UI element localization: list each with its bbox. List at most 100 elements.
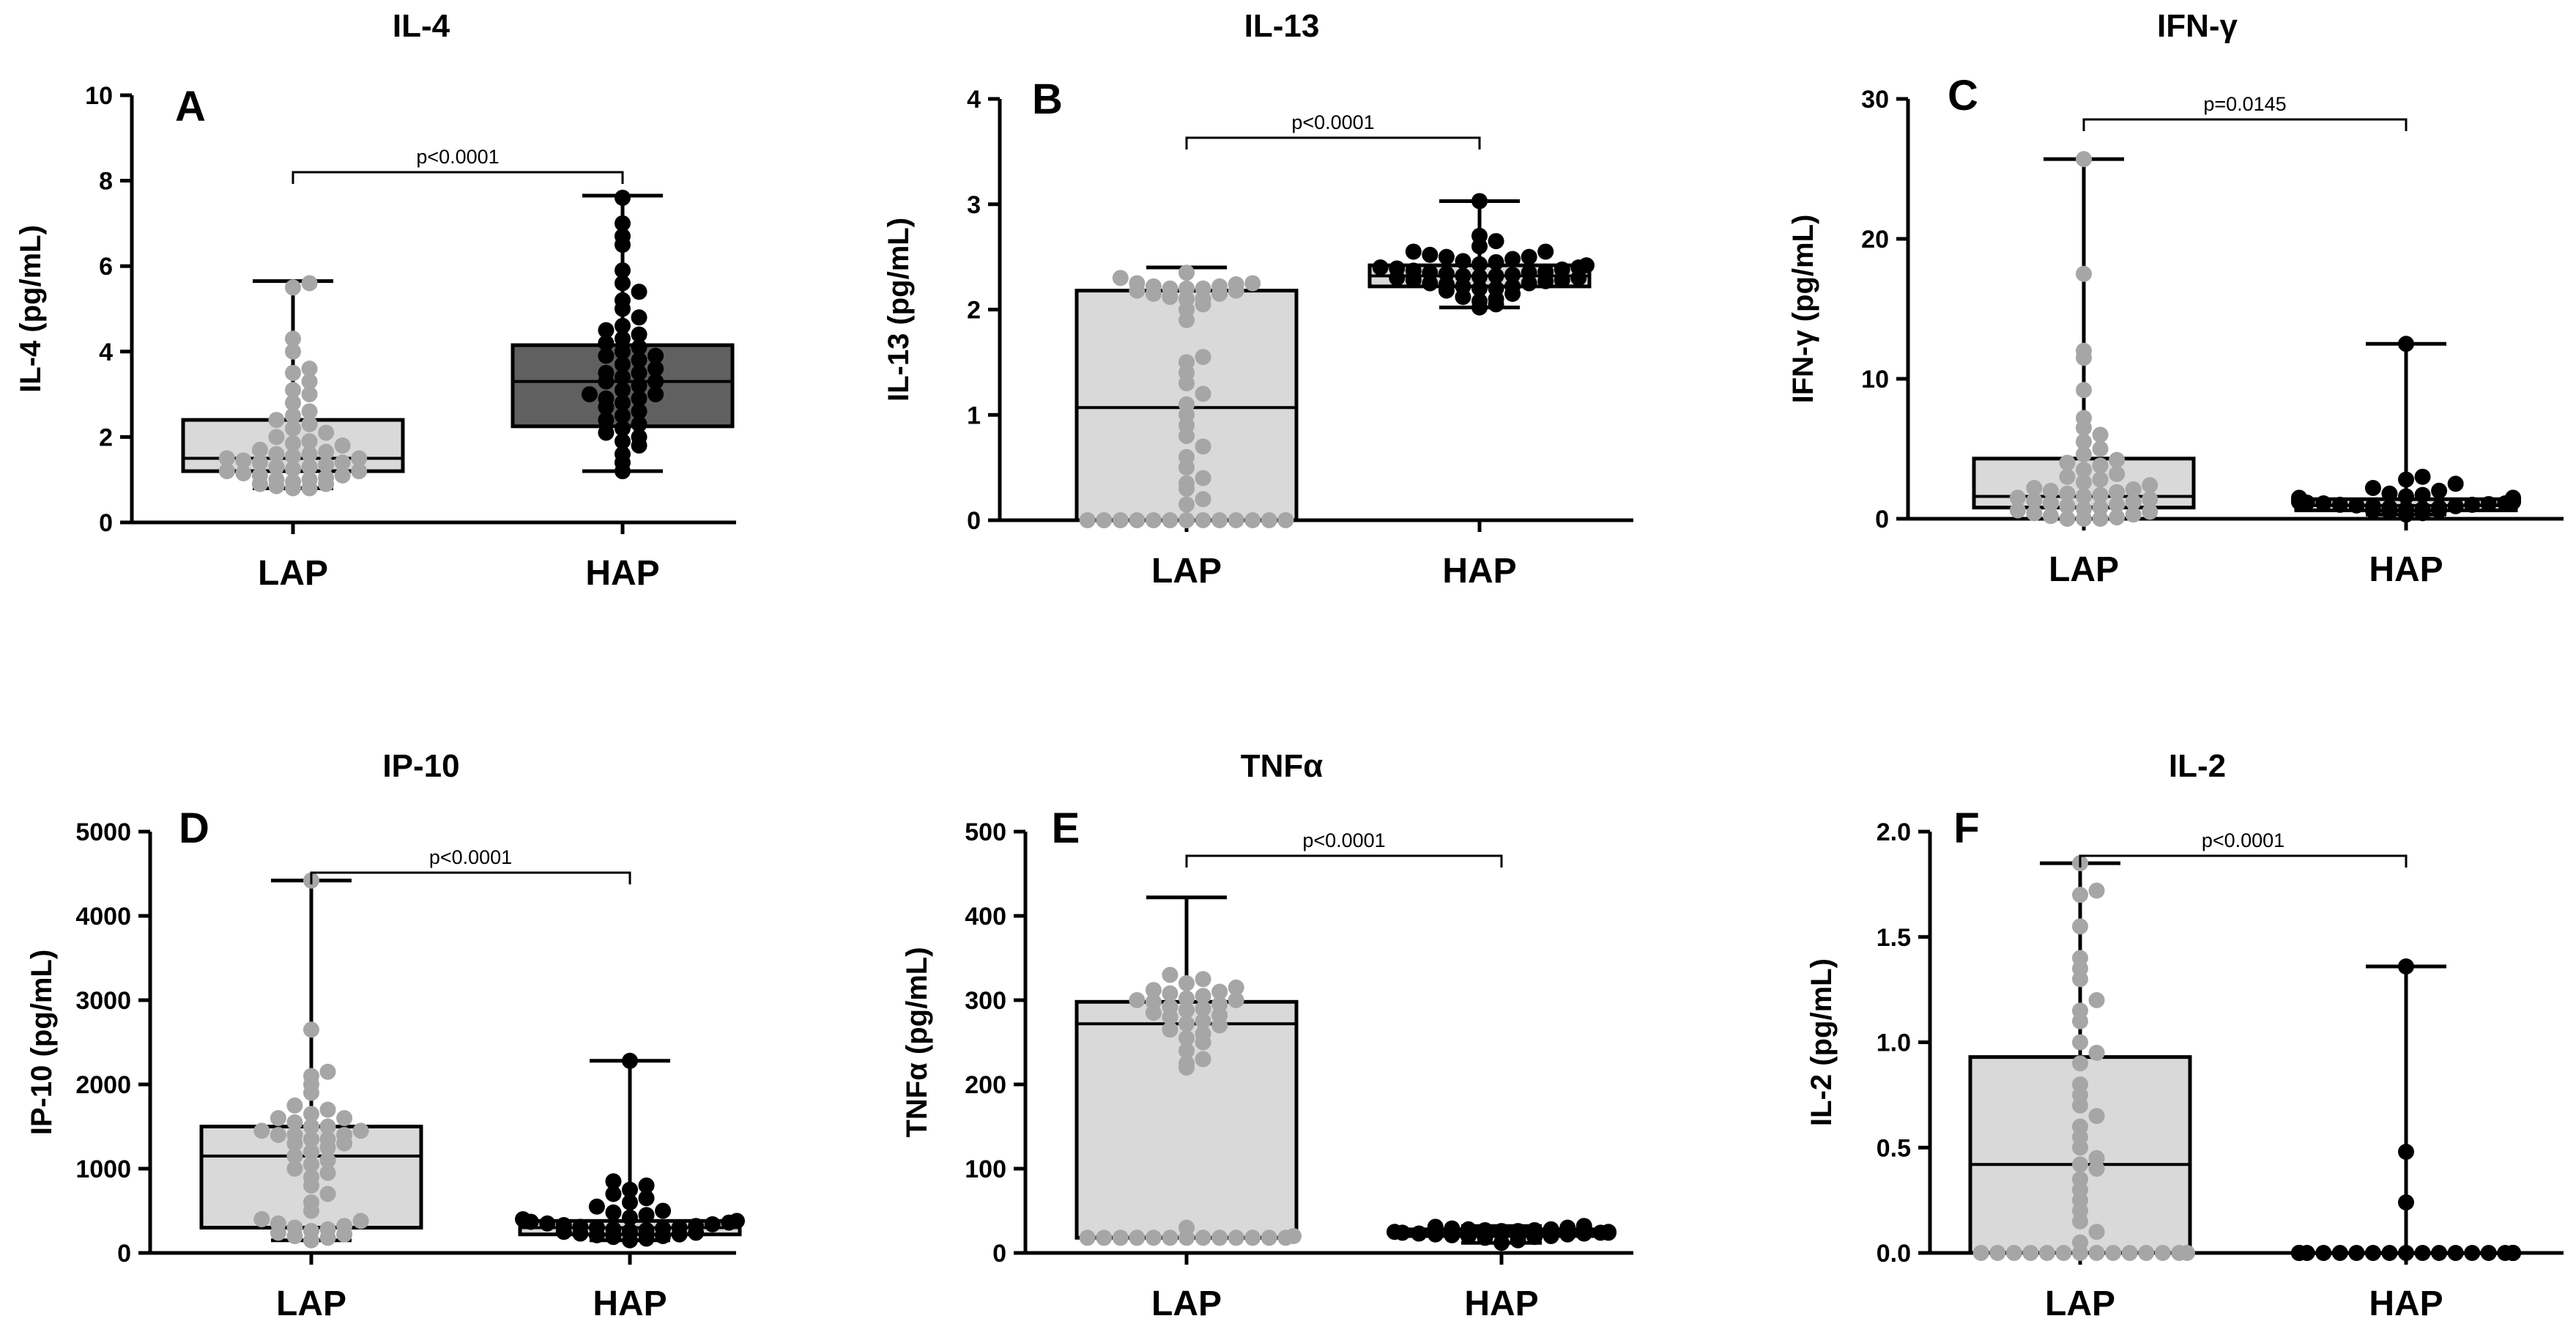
data-point bbox=[1387, 1224, 1403, 1240]
y-tick-label: 0 bbox=[99, 509, 113, 537]
data-point bbox=[303, 1169, 319, 1186]
data-point bbox=[286, 1114, 303, 1131]
data-point bbox=[1162, 985, 1178, 1002]
data-point bbox=[1195, 438, 1211, 455]
data-point bbox=[334, 454, 351, 471]
data-point bbox=[1211, 996, 1228, 1013]
data-point bbox=[1493, 1223, 1510, 1240]
data-point bbox=[319, 1131, 336, 1147]
data-point bbox=[270, 1127, 286, 1143]
data-point bbox=[638, 1221, 655, 1238]
data-point bbox=[1471, 193, 1488, 210]
data-point bbox=[2348, 497, 2365, 514]
data-point bbox=[319, 1118, 336, 1135]
data-point bbox=[235, 465, 252, 481]
data-point bbox=[301, 403, 318, 420]
data-point bbox=[318, 424, 335, 441]
data-point bbox=[1195, 491, 1211, 508]
y-axis-label: IL-2 (pg/mL) bbox=[1805, 958, 1838, 1126]
data-point bbox=[218, 463, 235, 480]
data-point bbox=[303, 1118, 319, 1135]
series-hap bbox=[511, 189, 735, 480]
data-point bbox=[1504, 267, 1521, 284]
data-point bbox=[1427, 1218, 1444, 1235]
data-point bbox=[688, 1218, 705, 1235]
data-point bbox=[2005, 1245, 2022, 1261]
data-point bbox=[1422, 265, 1439, 281]
data-point bbox=[286, 1161, 303, 1177]
data-point bbox=[622, 1181, 638, 1198]
data-point bbox=[1195, 1229, 1211, 1246]
data-point bbox=[2480, 495, 2497, 512]
data-point bbox=[1537, 263, 1554, 280]
data-point bbox=[318, 443, 335, 460]
data-point bbox=[1178, 475, 1195, 492]
data-point bbox=[2398, 1245, 2414, 1261]
data-point bbox=[285, 473, 301, 490]
data-point bbox=[2072, 1234, 2088, 1251]
data-point bbox=[303, 1223, 319, 1240]
data-point bbox=[1195, 280, 1211, 297]
data-point bbox=[2364, 479, 2381, 496]
data-point bbox=[1228, 979, 1244, 996]
panel-title: TNFα bbox=[1241, 748, 1324, 784]
data-point bbox=[286, 1147, 303, 1164]
series-hap bbox=[2291, 336, 2521, 523]
data-point bbox=[2092, 511, 2109, 527]
data-point bbox=[319, 1164, 336, 1181]
data-point bbox=[285, 420, 301, 437]
y-axis-label: IP-10 (pg/mL) bbox=[26, 950, 58, 1135]
data-point bbox=[1510, 1223, 1526, 1240]
data-point bbox=[2072, 1034, 2088, 1051]
data-point bbox=[2505, 1245, 2521, 1261]
data-point bbox=[615, 189, 631, 206]
data-point bbox=[605, 1186, 622, 1202]
data-point bbox=[1178, 496, 1195, 513]
data-point bbox=[2109, 451, 2126, 468]
data-point bbox=[581, 386, 598, 403]
data-point bbox=[2315, 495, 2332, 511]
data-point bbox=[605, 1204, 622, 1221]
data-point bbox=[1162, 1229, 1178, 1246]
panel-letter: B bbox=[1032, 75, 1063, 123]
y-tick-label: 5000 bbox=[75, 818, 131, 846]
data-point bbox=[1211, 983, 1228, 1000]
data-point bbox=[647, 360, 664, 377]
data-point bbox=[303, 1131, 319, 1147]
significance-label: p<0.0001 bbox=[1291, 111, 1374, 133]
data-point bbox=[2464, 1245, 2481, 1261]
data-point bbox=[268, 429, 285, 445]
data-point bbox=[2026, 505, 2043, 522]
series-lap bbox=[199, 872, 423, 1249]
data-point bbox=[1195, 385, 1211, 402]
data-point bbox=[1455, 267, 1471, 284]
data-point bbox=[515, 1211, 531, 1227]
y-tick-label: 1000 bbox=[75, 1155, 131, 1183]
data-point bbox=[1129, 275, 1146, 292]
data-point bbox=[615, 356, 631, 373]
data-point bbox=[631, 284, 647, 300]
data-point bbox=[2364, 498, 2381, 514]
data-point bbox=[1178, 1002, 1195, 1018]
data-point bbox=[268, 445, 285, 462]
data-point bbox=[253, 1211, 270, 1227]
data-point bbox=[2142, 503, 2159, 520]
data-point bbox=[336, 1218, 353, 1235]
data-point bbox=[2076, 342, 2092, 359]
significance-bracket bbox=[2079, 854, 2408, 868]
data-point bbox=[1145, 982, 1162, 999]
data-point bbox=[2431, 482, 2448, 499]
data-point bbox=[598, 322, 615, 339]
data-point bbox=[631, 326, 647, 343]
y-tick-label: 0 bbox=[992, 1240, 1006, 1268]
panel-letter: D bbox=[179, 805, 209, 852]
significance-label: p<0.0001 bbox=[1302, 829, 1385, 851]
data-point bbox=[1145, 1229, 1162, 1246]
data-point bbox=[2009, 489, 2026, 506]
data-point bbox=[1195, 1013, 1211, 1029]
data-point bbox=[285, 394, 301, 411]
data-point bbox=[2076, 410, 2092, 426]
data-point bbox=[1411, 1225, 1428, 1242]
y-tick-label: 0 bbox=[1875, 506, 1889, 533]
data-point bbox=[1261, 1229, 1277, 1246]
